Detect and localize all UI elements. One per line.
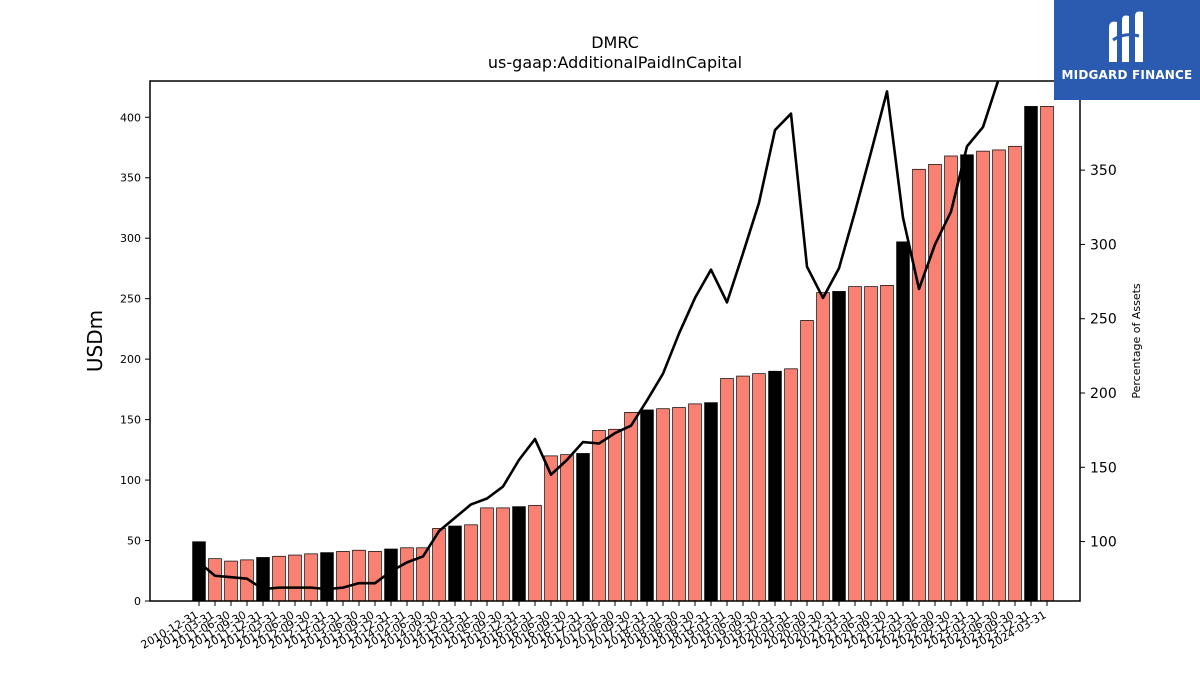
bar-2013-03-31 <box>336 551 350 601</box>
y-tick-label: 250 <box>120 293 141 306</box>
bar-2021-12-31 <box>896 241 910 601</box>
bar-2023-09-30 <box>1008 145 1022 601</box>
bar-2023-12-31 <box>1024 106 1038 601</box>
bar-2019-12-31 <box>768 370 782 601</box>
bar-2015-06-30 <box>480 507 494 601</box>
y-tick-label: 50 <box>127 535 141 548</box>
bar-2018-06-30 <box>672 407 686 601</box>
midgard-logo-icon <box>1109 11 1143 63</box>
bar-2022-12-31 <box>960 154 974 601</box>
bar-2012-06-30 <box>288 554 302 601</box>
bar-2020-12-31 <box>832 291 846 601</box>
bar-2015-03-31 <box>464 524 478 601</box>
y2-tick-label: 200 <box>1090 386 1117 402</box>
bar-2020-03-31 <box>784 368 798 601</box>
bar-2012-09-30 <box>304 553 318 601</box>
bar-2015-12-31 <box>512 506 526 601</box>
y2-tick-label: 350 <box>1090 163 1117 179</box>
y-tick-label: 300 <box>120 232 141 245</box>
bar-2016-12-31 <box>576 453 590 601</box>
bar-2023-06-30 <box>992 149 1006 601</box>
bar-2017-09-30 <box>624 412 638 601</box>
bar-2022-06-30 <box>928 164 942 601</box>
bar-2010-12-31 <box>192 541 206 601</box>
line-group <box>198 81 1000 591</box>
bar-2016-09-30 <box>560 454 574 601</box>
bar-2018-09-30 <box>688 403 702 601</box>
y-tick-label: 0 <box>134 595 141 608</box>
bar-2019-03-31 <box>720 378 734 601</box>
bar-2014-12-31 <box>448 525 462 601</box>
bar-2017-03-31 <box>592 430 606 601</box>
y-tick-label: 200 <box>120 353 141 366</box>
y2-tick-label: 150 <box>1090 460 1117 476</box>
bar-2023-03-31 <box>976 150 990 601</box>
y2-tick-label: 100 <box>1090 535 1117 551</box>
bar-2016-06-30 <box>544 455 558 601</box>
bar-2012-12-31 <box>320 552 334 601</box>
x-axis: 2010-12-312011-03-312011-06-302011-09-30… <box>139 601 1049 652</box>
bar-2013-09-30 <box>368 551 382 601</box>
bar-2012-03-31 <box>272 555 286 601</box>
chart-subtitle: us-gaap:AdditionalPaidInCapital <box>488 53 742 72</box>
bar-group <box>192 106 1054 601</box>
bar-2017-12-31 <box>640 409 654 601</box>
y-tick-label: 100 <box>120 474 141 487</box>
bar-2020-06-30 <box>800 320 814 601</box>
y2-tick-label: 300 <box>1090 237 1117 253</box>
bar-2018-03-31 <box>656 408 670 601</box>
bar-2018-12-31 <box>704 402 718 601</box>
y-tick-label: 350 <box>120 172 141 185</box>
logo: MIDGARD FINANCE <box>1054 0 1200 100</box>
bar-2021-06-30 <box>864 286 878 601</box>
bar-2011-06-30 <box>224 560 238 601</box>
percentage-of-assets-line <box>198 81 1000 591</box>
bar-2019-06-30 <box>736 375 750 601</box>
bar-2024-03-31 <box>1040 106 1054 601</box>
y-axis-label: USDm <box>83 310 107 372</box>
bar-2016-03-31 <box>528 505 542 601</box>
bar-2021-09-30 <box>880 285 894 601</box>
bar-2020-09-30 <box>816 292 830 601</box>
bar-2013-06-30 <box>352 549 366 601</box>
bar-2011-12-31 <box>256 557 270 601</box>
bar-2022-03-31 <box>912 168 926 601</box>
bar-2017-06-30 <box>608 428 622 601</box>
logo-text: MIDGARD FINANCE <box>1061 68 1193 82</box>
bar-2019-09-30 <box>752 373 766 601</box>
bar-2011-09-30 <box>240 559 254 601</box>
y-tick-label: 400 <box>120 111 141 124</box>
y2-axis-label: Percentage of Assets <box>1130 283 1143 399</box>
bar-2021-03-31 <box>848 286 862 601</box>
chart-title: DMRC <box>591 33 639 52</box>
y-axis-right: 100 150 200 250 300 350 <box>1080 163 1117 551</box>
bar-2015-09-30 <box>496 507 510 601</box>
y-tick-label: 150 <box>120 414 141 427</box>
bar-2011-03-31 <box>208 558 222 601</box>
bar-2014-09-30 <box>432 528 446 601</box>
bar-2014-03-31 <box>400 547 414 601</box>
y-axis-left: 0 50 100 150 200 250 300 350 400 <box>120 111 150 608</box>
y2-tick-label: 250 <box>1090 312 1117 328</box>
